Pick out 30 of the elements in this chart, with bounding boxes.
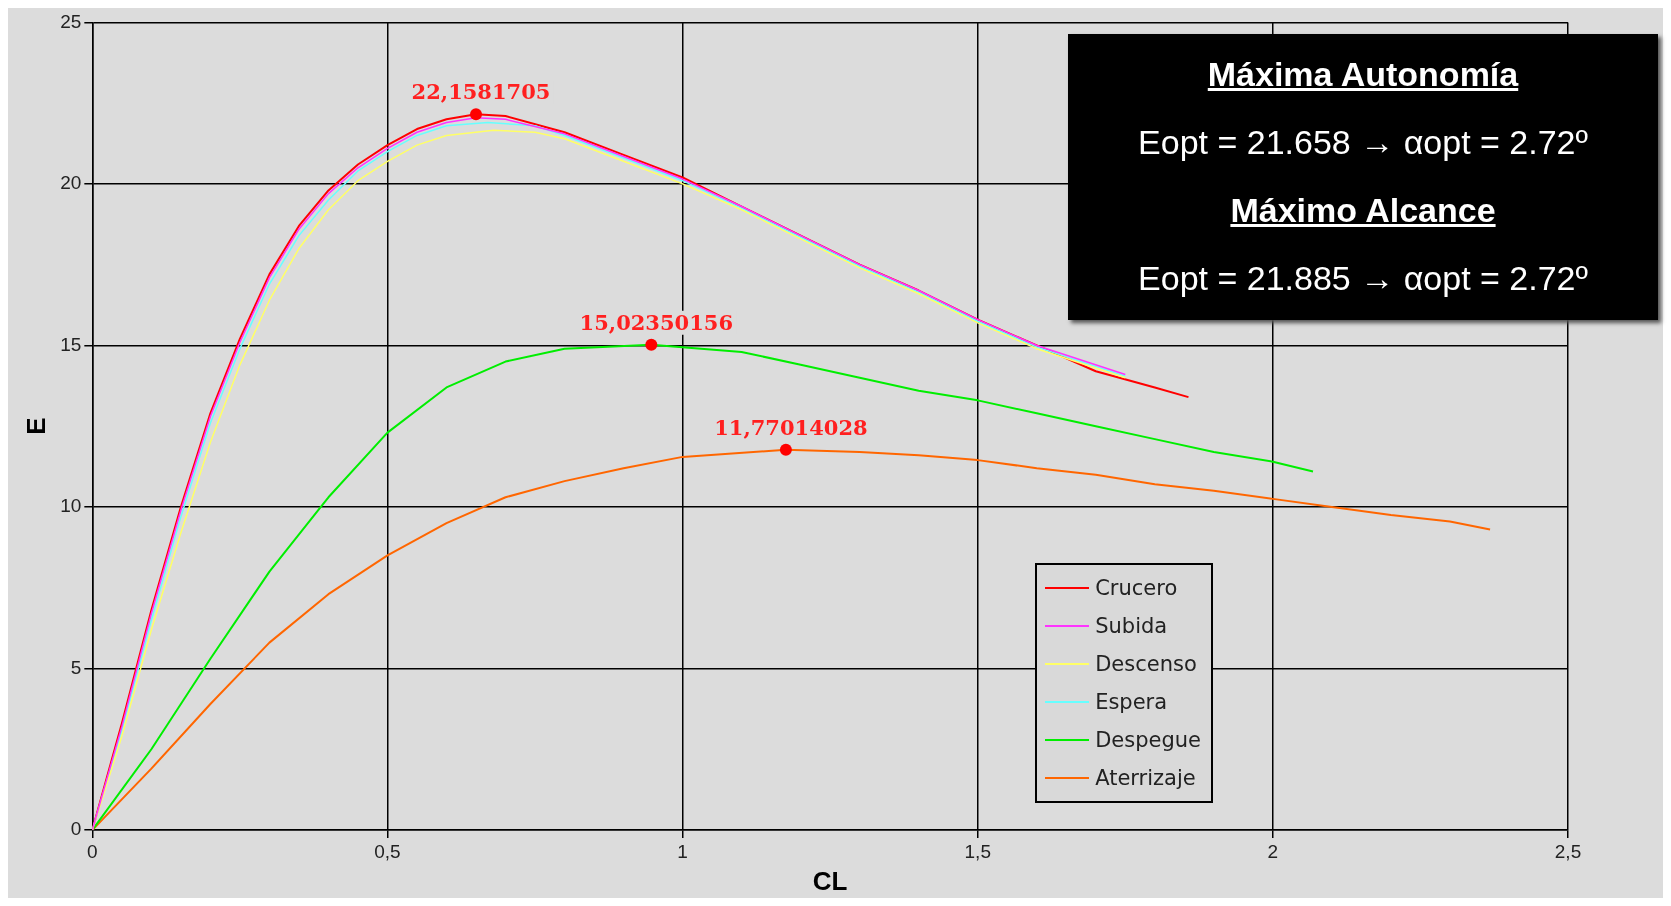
- x-tick-label: 0,5: [374, 840, 401, 862]
- legend-label: Aterrizaje: [1095, 766, 1196, 790]
- x-tick-label: 2: [1267, 840, 1279, 862]
- annotation: Máximo Alcance: [1229, 190, 1497, 231]
- point: [470, 108, 483, 121]
- x-tick-label: 0: [87, 840, 98, 862]
- annotation: Eopt = 21.885 → αopt = 2.72º: [1137, 258, 1589, 299]
- annotation: Máxima Autonomía: [1206, 54, 1520, 95]
- point: [779, 443, 792, 456]
- y-tick-label: 15: [60, 333, 82, 355]
- x-tick-label: 1: [677, 840, 688, 862]
- annotation: 11,77014028: [714, 414, 868, 440]
- legend-label: Descenso: [1095, 652, 1197, 676]
- point: [645, 338, 658, 351]
- y-axis-title: E: [20, 417, 51, 435]
- x-axis-title: CL: [812, 865, 848, 896]
- annotation: 22,1581705: [411, 79, 551, 105]
- y-tick-label: 25: [60, 10, 82, 32]
- y-tick-label: 10: [60, 495, 82, 517]
- annotation: Eopt = 21.658 → αopt = 2.72º: [1137, 122, 1589, 163]
- y-tick-label: 5: [70, 656, 82, 678]
- x-tick-label: 1,5: [964, 840, 991, 862]
- x-tick-label: 2,5: [1554, 840, 1582, 862]
- y-tick-label: 20: [60, 172, 82, 194]
- y-tick-label: 0: [70, 818, 82, 840]
- legend-label: Despegue: [1095, 728, 1201, 752]
- annotation: 15,02350156: [579, 309, 734, 335]
- legend-label: Subida: [1095, 614, 1168, 638]
- legend-label: Espera: [1095, 690, 1168, 714]
- legend-label: Crucero: [1095, 576, 1178, 600]
